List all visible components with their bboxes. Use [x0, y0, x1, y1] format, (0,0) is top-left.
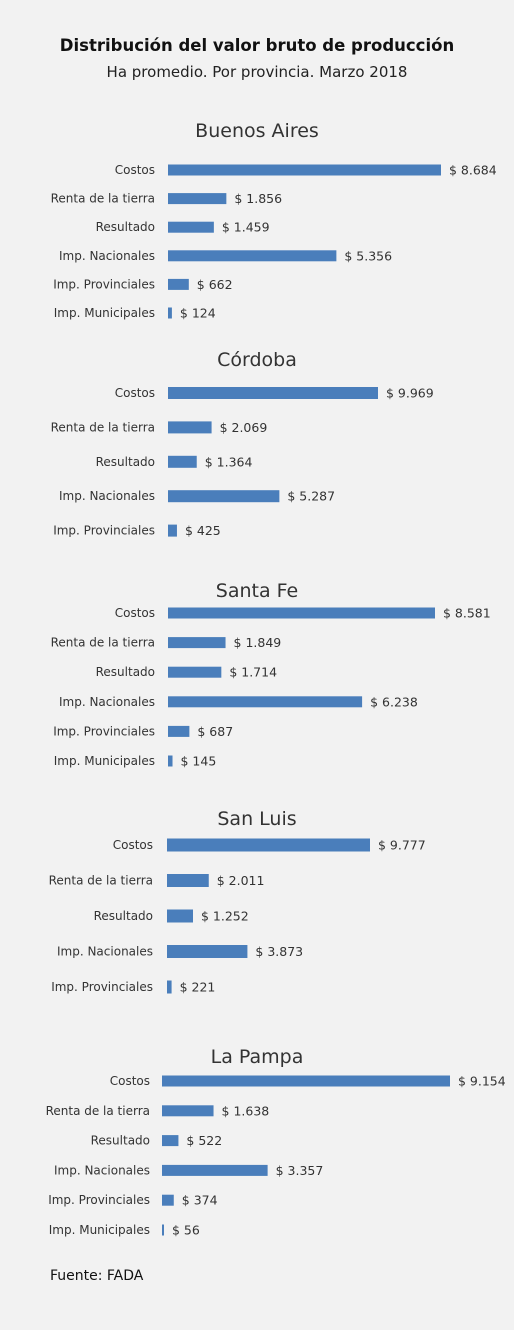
category-label: Renta de la tierra [51, 192, 155, 206]
bar [167, 945, 248, 958]
value-label: $ 2.069 [220, 420, 268, 435]
category-label: Renta de la tierra [46, 1104, 150, 1118]
category-label: Imp. Municipales [54, 754, 155, 768]
bar [162, 1194, 174, 1206]
value-label: $ 662 [197, 277, 233, 292]
value-label: $ 5.356 [344, 248, 392, 263]
category-label: Imp. Nacionales [59, 489, 155, 503]
bar [162, 1164, 268, 1176]
province-chart: Córdoba Costos $ 9.969 Renta de la tierra $ … [51, 349, 434, 538]
bar [168, 455, 197, 468]
category-label: Renta de la tierra [51, 420, 155, 434]
value-label: $ 9.969 [386, 386, 434, 401]
category-label: Costos [115, 386, 155, 400]
category-label: Imp. Provinciales [53, 277, 155, 291]
bar [162, 1075, 450, 1087]
category-label: Imp. Provinciales [53, 524, 155, 538]
category-label: Resultado [96, 455, 155, 469]
category-label: Resultado [91, 1134, 150, 1148]
value-label: $ 1.638 [222, 1103, 270, 1118]
value-label: $ 9.777 [378, 838, 426, 853]
province-title: La Pampa [211, 1046, 304, 1068]
bar [168, 637, 226, 649]
bar [168, 387, 378, 399]
province-chart: San Luis Costos $ 9.777 Renta de la tierra $… [49, 808, 426, 995]
category-label: Imp. Nacionales [54, 1163, 150, 1177]
bar [168, 164, 441, 176]
bar [168, 725, 190, 737]
bar [167, 838, 370, 852]
province-title: San Luis [217, 808, 296, 830]
value-label: $ 2.011 [217, 873, 265, 888]
value-label: $ 1.252 [201, 909, 249, 924]
value-label: $ 1.849 [234, 635, 282, 650]
value-label: $ 1.856 [234, 191, 282, 206]
bar [167, 874, 209, 887]
province-title: Buenos Aires [195, 120, 319, 142]
bar [168, 221, 214, 233]
province-chart: Santa Fe Costos $ 8.581 Renta de la tierra $… [51, 580, 491, 769]
value-label: $ 56 [172, 1223, 200, 1238]
category-label: Imp. Municipales [54, 306, 155, 320]
bar [168, 307, 172, 319]
chart-subtitle: Ha promedio. Por provincia. Marzo 2018 [106, 63, 408, 81]
value-label: $ 687 [197, 724, 233, 739]
value-label: $ 425 [185, 523, 221, 538]
bar [162, 1135, 179, 1147]
bar [162, 1224, 164, 1236]
chart-title: Distribución del valor bruto de producci… [59, 36, 455, 55]
category-label: Resultado [94, 909, 153, 923]
bar [168, 755, 173, 767]
category-label: Imp. Nacionales [57, 945, 153, 959]
category-label: Costos [115, 163, 155, 177]
value-label: $ 124 [180, 306, 216, 321]
value-label: $ 3.873 [255, 944, 303, 959]
category-label: Imp. Provinciales [48, 1193, 150, 1207]
bar [167, 980, 172, 994]
category-label: Imp. Nacionales [59, 249, 155, 263]
category-label: Resultado [96, 220, 155, 234]
bar [168, 250, 337, 262]
bar [168, 278, 189, 290]
category-label: Costos [115, 606, 155, 620]
value-label: $ 221 [180, 980, 216, 995]
bar [168, 607, 435, 619]
category-label: Imp. Municipales [49, 1223, 150, 1237]
category-label: Imp. Provinciales [51, 980, 153, 994]
province-chart: La Pampa Costos $ 9.154 Renta de la tierra $… [46, 1046, 506, 1238]
province-title: Santa Fe [216, 580, 298, 602]
value-label: $ 374 [182, 1193, 218, 1208]
bar [168, 696, 363, 708]
value-label: $ 8.684 [449, 163, 497, 178]
value-label: $ 1.364 [205, 454, 253, 469]
source-note: Fuente: FADA [50, 1268, 144, 1284]
value-label: $ 9.154 [458, 1074, 506, 1089]
province-chart: Buenos Aires Costos $ 8.684 Renta de la tie… [51, 120, 497, 321]
bar [162, 1105, 214, 1117]
value-label: $ 145 [181, 754, 217, 769]
category-label: Resultado [96, 665, 155, 679]
value-label: $ 5.287 [287, 489, 335, 504]
bar [168, 666, 222, 678]
category-label: Costos [113, 838, 153, 852]
value-label: $ 522 [186, 1133, 222, 1148]
bar [167, 909, 193, 923]
value-label: $ 1.714 [229, 665, 277, 680]
bar [168, 524, 177, 537]
province-title: Córdoba [217, 349, 297, 371]
category-label: Costos [110, 1074, 150, 1088]
category-label: Renta de la tierra [49, 874, 153, 888]
category-label: Renta de la tierra [51, 636, 155, 650]
value-label: $ 8.581 [443, 606, 491, 621]
bar [168, 193, 227, 205]
bar [168, 490, 280, 503]
value-label: $ 3.357 [276, 1163, 324, 1178]
category-label: Imp. Nacionales [59, 695, 155, 709]
value-label: $ 6.238 [370, 694, 418, 709]
category-label: Imp. Provinciales [53, 724, 155, 738]
value-label: $ 1.459 [222, 220, 270, 235]
bar [168, 421, 212, 434]
